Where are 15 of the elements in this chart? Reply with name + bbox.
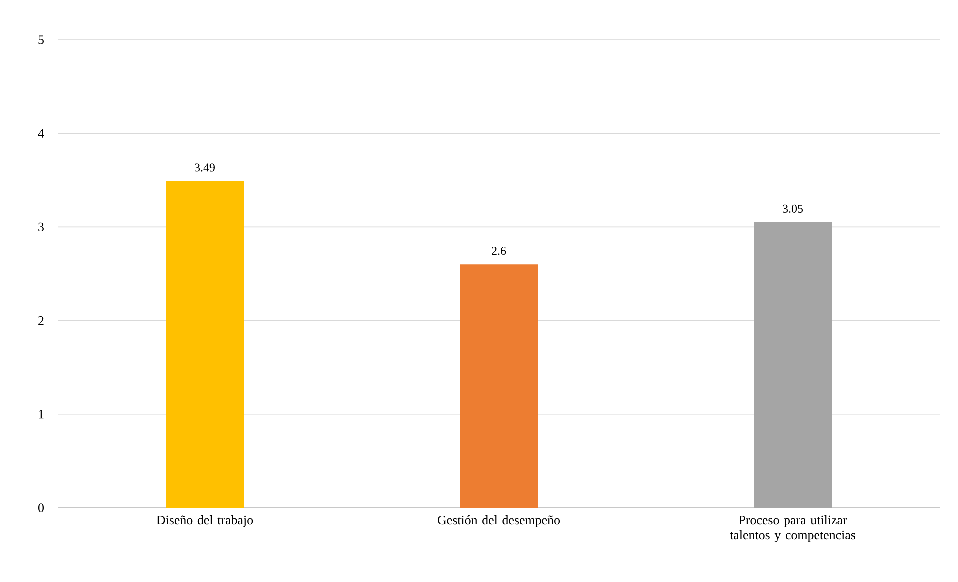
y-tick-label: 0: [38, 504, 44, 512]
y-tick-label: 5: [38, 36, 44, 44]
y-tick-label: 1: [39, 410, 44, 419]
y-tick-label: 4: [38, 129, 44, 138]
data-label: 2.6: [492, 247, 506, 256]
x-tick-label: Proceso para utilizar talentos y competencias: [730, 516, 856, 542]
y-tick-label: 2: [38, 316, 44, 326]
bar: [166, 181, 244, 508]
x-tick-label: Gestión del desempeño: [438, 516, 560, 528]
data-label: 3.49: [195, 164, 215, 172]
x-tick-label: Diseño del trabajo: [156, 516, 254, 528]
y-tick-label: 3: [38, 222, 44, 232]
bar: [754, 222, 832, 508]
data-label: 3.05: [783, 204, 804, 213]
bar: [460, 264, 538, 508]
